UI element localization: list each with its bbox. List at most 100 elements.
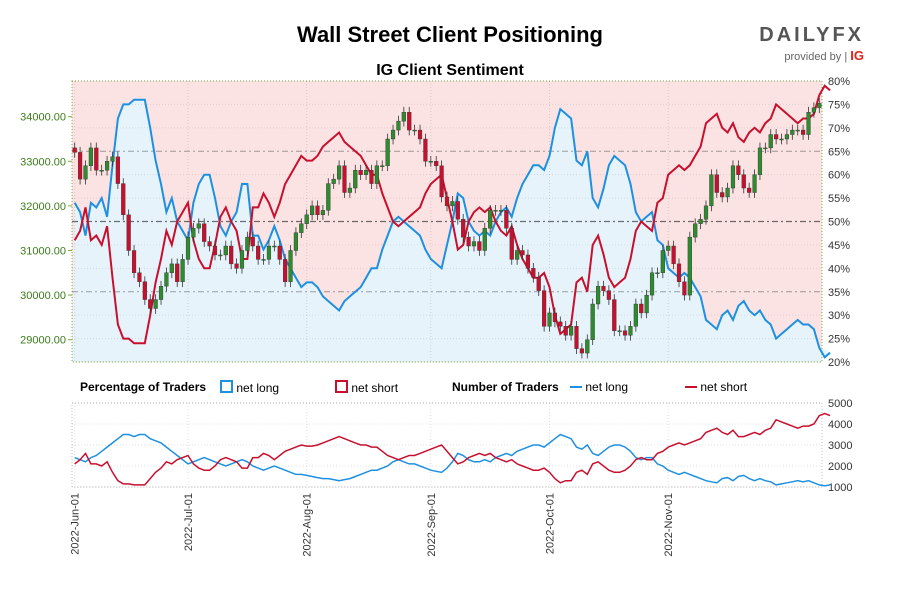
candle (515, 250, 520, 260)
candle (504, 210, 509, 229)
candle (94, 147, 99, 171)
candle (639, 303, 644, 314)
candle (380, 165, 385, 167)
candle (752, 174, 757, 193)
y-right-tick-label: 30% (828, 310, 850, 322)
candle (283, 259, 288, 282)
candle (331, 178, 336, 184)
candle (547, 312, 552, 327)
candle (142, 281, 147, 300)
candle (196, 223, 201, 229)
candle (137, 272, 142, 282)
candle (342, 165, 347, 193)
legend-num-short: net short (685, 380, 747, 394)
candle (266, 245, 272, 260)
candle (703, 205, 709, 220)
x-tick-label: 2022-Jun-01 (70, 493, 82, 555)
y-right-tick-label: 5000 (828, 398, 852, 410)
candle (601, 285, 606, 291)
candle (369, 170, 374, 184)
candle (310, 205, 315, 216)
candle (428, 161, 433, 163)
legend-num-title: Number of Traders (452, 380, 559, 394)
x-tick-label: 2022-Sep-01 (426, 493, 438, 557)
candle (817, 103, 822, 108)
candle (676, 263, 682, 282)
candle (104, 161, 110, 171)
candle (655, 272, 660, 274)
candle (444, 196, 450, 207)
candle (412, 129, 417, 132)
candle (83, 165, 88, 180)
candle (212, 245, 218, 256)
candle (471, 241, 477, 247)
candle (407, 112, 412, 131)
candle (347, 187, 352, 193)
y-right-tick-label: 45% (828, 240, 850, 252)
candle (299, 223, 304, 233)
candle (99, 170, 104, 172)
y-right-tick-label: 40% (828, 263, 850, 275)
net-long-count-line (74, 433, 831, 487)
candle (709, 174, 714, 207)
candle (180, 259, 185, 282)
candle (633, 303, 638, 327)
y-right-tick-label: 75% (828, 99, 850, 111)
candle (72, 147, 77, 153)
candle (115, 156, 120, 184)
legend-num-long: net long (570, 380, 628, 394)
x-tick-label: 2022-Aug-01 (302, 493, 314, 557)
y-right-tick-label: 20% (828, 357, 850, 369)
candle (288, 250, 293, 282)
candle (304, 214, 309, 224)
candle (423, 138, 428, 162)
candle (682, 281, 687, 296)
candle (531, 268, 536, 278)
candle (336, 165, 342, 180)
candle (644, 294, 649, 314)
candle (774, 134, 779, 140)
candle (488, 210, 493, 229)
candle (455, 201, 460, 220)
candle (660, 250, 665, 273)
chart-legend: Percentage of Traders net long net short… (80, 380, 840, 396)
candle (223, 245, 228, 256)
candle (768, 134, 773, 149)
candle (358, 170, 363, 175)
y-right-tick-label: 70% (828, 123, 850, 135)
candle (326, 183, 331, 211)
candle (261, 259, 266, 261)
candle (293, 232, 299, 251)
y-right-tick-label: 55% (828, 193, 850, 205)
y-right-tick-label: 60% (828, 170, 850, 182)
brand-sub: provided by | IG (784, 48, 864, 63)
candle (126, 214, 131, 251)
legend-line-short-icon (685, 386, 697, 388)
y-right-tick-label: 3000 (828, 440, 852, 452)
candle (158, 285, 164, 300)
brand-logo: DAILYFX provided by | IG (759, 24, 864, 63)
candle (320, 210, 325, 216)
candle (520, 250, 525, 256)
candle (536, 277, 541, 291)
ig-logo: IG (850, 48, 864, 63)
candle (88, 147, 93, 166)
y-left-tick-label: 32000.00 (20, 201, 66, 213)
candle (569, 326, 574, 336)
legend-box-long-icon (220, 380, 233, 393)
candle (256, 245, 261, 260)
candle (525, 254, 531, 269)
candle (401, 112, 406, 122)
candle (477, 241, 482, 251)
y-right-tick-label: 50% (828, 217, 850, 229)
chart-title: Wall Street Client Positioning (297, 22, 603, 47)
candle (239, 250, 245, 269)
candle (353, 170, 358, 189)
y-right-tick-label: 4000 (828, 419, 852, 431)
y-left-tick-label: 34000.00 (20, 112, 66, 124)
candle (315, 205, 320, 216)
y-left-tick-label: 30000.00 (20, 290, 66, 302)
candle (169, 263, 174, 273)
candle (612, 299, 617, 331)
candle (218, 254, 223, 257)
